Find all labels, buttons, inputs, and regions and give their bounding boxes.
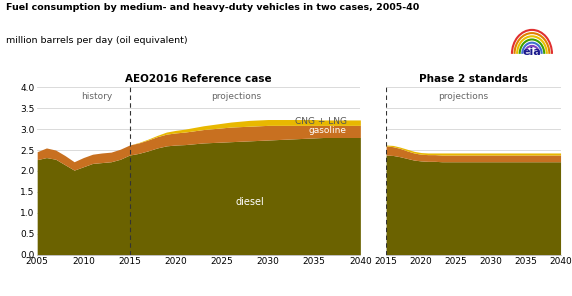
Text: eia: eia	[523, 46, 541, 57]
Text: gasoline: gasoline	[308, 126, 347, 135]
Text: Fuel consumption by medium- and heavy-duty vehicles in two cases, 2005-40: Fuel consumption by medium- and heavy-du…	[6, 3, 419, 12]
Text: projections: projections	[210, 92, 261, 101]
Text: CNG + LNG: CNG + LNG	[295, 117, 347, 126]
Text: million barrels per day (oil equivalent): million barrels per day (oil equivalent)	[6, 36, 188, 44]
Text: history: history	[82, 92, 113, 101]
Title: AEO2016 Reference case: AEO2016 Reference case	[125, 74, 272, 84]
Text: projections: projections	[438, 92, 488, 101]
Text: diesel: diesel	[235, 197, 264, 207]
Title: Phase 2 standards: Phase 2 standards	[419, 74, 528, 84]
